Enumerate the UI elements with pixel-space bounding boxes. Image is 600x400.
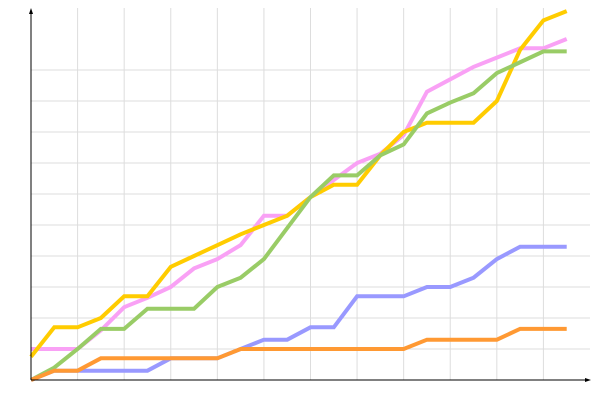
lines [29, 9, 568, 382]
series-line [29, 9, 568, 358]
grid [31, 8, 590, 380]
series-line [30, 244, 567, 382]
series-line [30, 326, 567, 382]
axes [29, 8, 591, 382]
series-line [30, 49, 567, 382]
y-axis-arrow [29, 8, 33, 14]
x-axis-arrow [585, 378, 591, 382]
